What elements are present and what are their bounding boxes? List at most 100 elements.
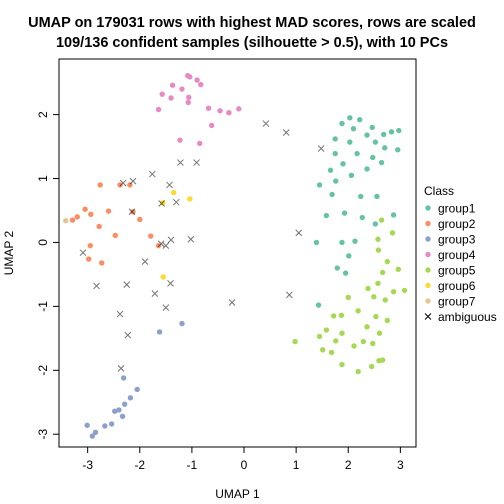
point-group5	[373, 313, 379, 320]
point-group2	[105, 208, 112, 214]
legend-symbol-group6	[425, 282, 431, 289]
point-group5	[390, 288, 397, 295]
point-ambiguous	[141, 258, 149, 265]
x-tick-label: -1	[187, 458, 198, 472]
point-group2	[148, 233, 154, 239]
point-group2	[87, 242, 93, 249]
point-group3	[89, 433, 96, 439]
point-group5	[333, 338, 339, 344]
point-group5	[320, 347, 326, 353]
point-group1	[350, 125, 357, 132]
point-group1	[372, 221, 379, 227]
point-group1	[388, 129, 395, 135]
point-group1	[395, 147, 401, 153]
point-group1	[396, 127, 402, 134]
point-group5	[338, 312, 345, 319]
point-group5	[330, 313, 337, 319]
point-group3	[112, 408, 118, 414]
point-group4	[194, 77, 200, 83]
point-group5	[375, 236, 381, 242]
point-group4	[179, 86, 185, 92]
legend-label-group2: group2	[438, 217, 476, 231]
point-ambiguous	[129, 177, 137, 185]
point-group1	[332, 150, 338, 157]
legend-label-group5: group5	[438, 264, 476, 278]
point-group1	[357, 117, 363, 123]
point-group5	[364, 324, 370, 330]
point-group2	[96, 223, 102, 230]
point-group5	[376, 358, 382, 364]
point-ambiguous	[317, 145, 325, 152]
y-axis-title: UMAP 2	[2, 230, 16, 275]
point-group3	[179, 320, 185, 327]
point-group4	[169, 82, 176, 88]
point-group1	[374, 193, 380, 200]
point-group1	[390, 212, 397, 218]
point-group4	[197, 140, 203, 147]
point-group5	[384, 317, 391, 324]
y-tick-label: 0	[36, 239, 50, 246]
y-tick-label: -2	[36, 365, 50, 376]
point-group3	[156, 329, 163, 335]
x-axis: -3 -2 -1 0 1 2 3	[82, 446, 404, 472]
x-tick-label: 3	[397, 458, 404, 472]
point-group2	[82, 206, 88, 212]
point-ambiguous	[228, 299, 236, 306]
point-ambiguous	[79, 249, 87, 257]
point-group1	[348, 172, 355, 179]
point-ambiguous	[93, 282, 100, 290]
point-ambiguous	[295, 229, 303, 237]
point-group4	[187, 74, 193, 80]
point-group4	[217, 108, 223, 114]
data-points	[63, 72, 408, 439]
point-group1	[372, 139, 379, 145]
point-group4	[209, 122, 215, 129]
point-group3	[119, 413, 126, 420]
legend-label-ambiguous: ambiguous	[438, 310, 497, 324]
point-ambiguous	[151, 290, 159, 297]
plot-frame	[58, 58, 417, 448]
point-group1	[370, 154, 376, 161]
point-group1	[315, 302, 322, 308]
point-group1	[333, 178, 339, 184]
x-tick-label: 2	[345, 458, 352, 472]
point-ambiguous	[172, 198, 180, 206]
point-group5	[351, 343, 357, 349]
point-group5	[365, 285, 371, 292]
point-group1	[339, 120, 345, 127]
point-group2	[69, 217, 76, 223]
legend-symbol-group4	[425, 251, 431, 258]
point-group3	[84, 422, 90, 428]
point-group5	[379, 269, 386, 276]
legend-symbol-ambiguous	[424, 313, 432, 320]
point-group2	[86, 256, 92, 262]
point-group1	[334, 265, 341, 271]
point-group1	[354, 150, 360, 157]
point-group6	[160, 274, 166, 280]
point-ambiguous	[124, 331, 132, 339]
point-group5	[375, 280, 381, 287]
point-group1	[352, 238, 358, 244]
point-group3	[127, 395, 134, 401]
point-group2	[130, 209, 136, 215]
point-group1	[332, 136, 338, 142]
point-group1	[341, 210, 348, 216]
point-ambiguous	[167, 280, 174, 287]
point-group5	[339, 361, 345, 368]
chart-title: UMAP on 179031 rows with highest MAD sco…	[28, 15, 476, 51]
y-tick-label: -1	[36, 301, 50, 312]
point-ambiguous	[162, 304, 170, 312]
legend-symbol-group5	[425, 267, 431, 273]
legend-title: Class	[424, 184, 454, 198]
point-ambiguous	[123, 281, 131, 288]
point-group1	[364, 132, 370, 138]
legend-symbol-group3	[425, 236, 431, 242]
point-group2	[117, 182, 123, 188]
point-group4	[198, 81, 204, 88]
point-group1	[364, 166, 370, 172]
point-group5	[316, 333, 323, 340]
point-group5	[395, 266, 401, 272]
point-group4	[186, 94, 192, 101]
point-group1	[329, 191, 335, 198]
